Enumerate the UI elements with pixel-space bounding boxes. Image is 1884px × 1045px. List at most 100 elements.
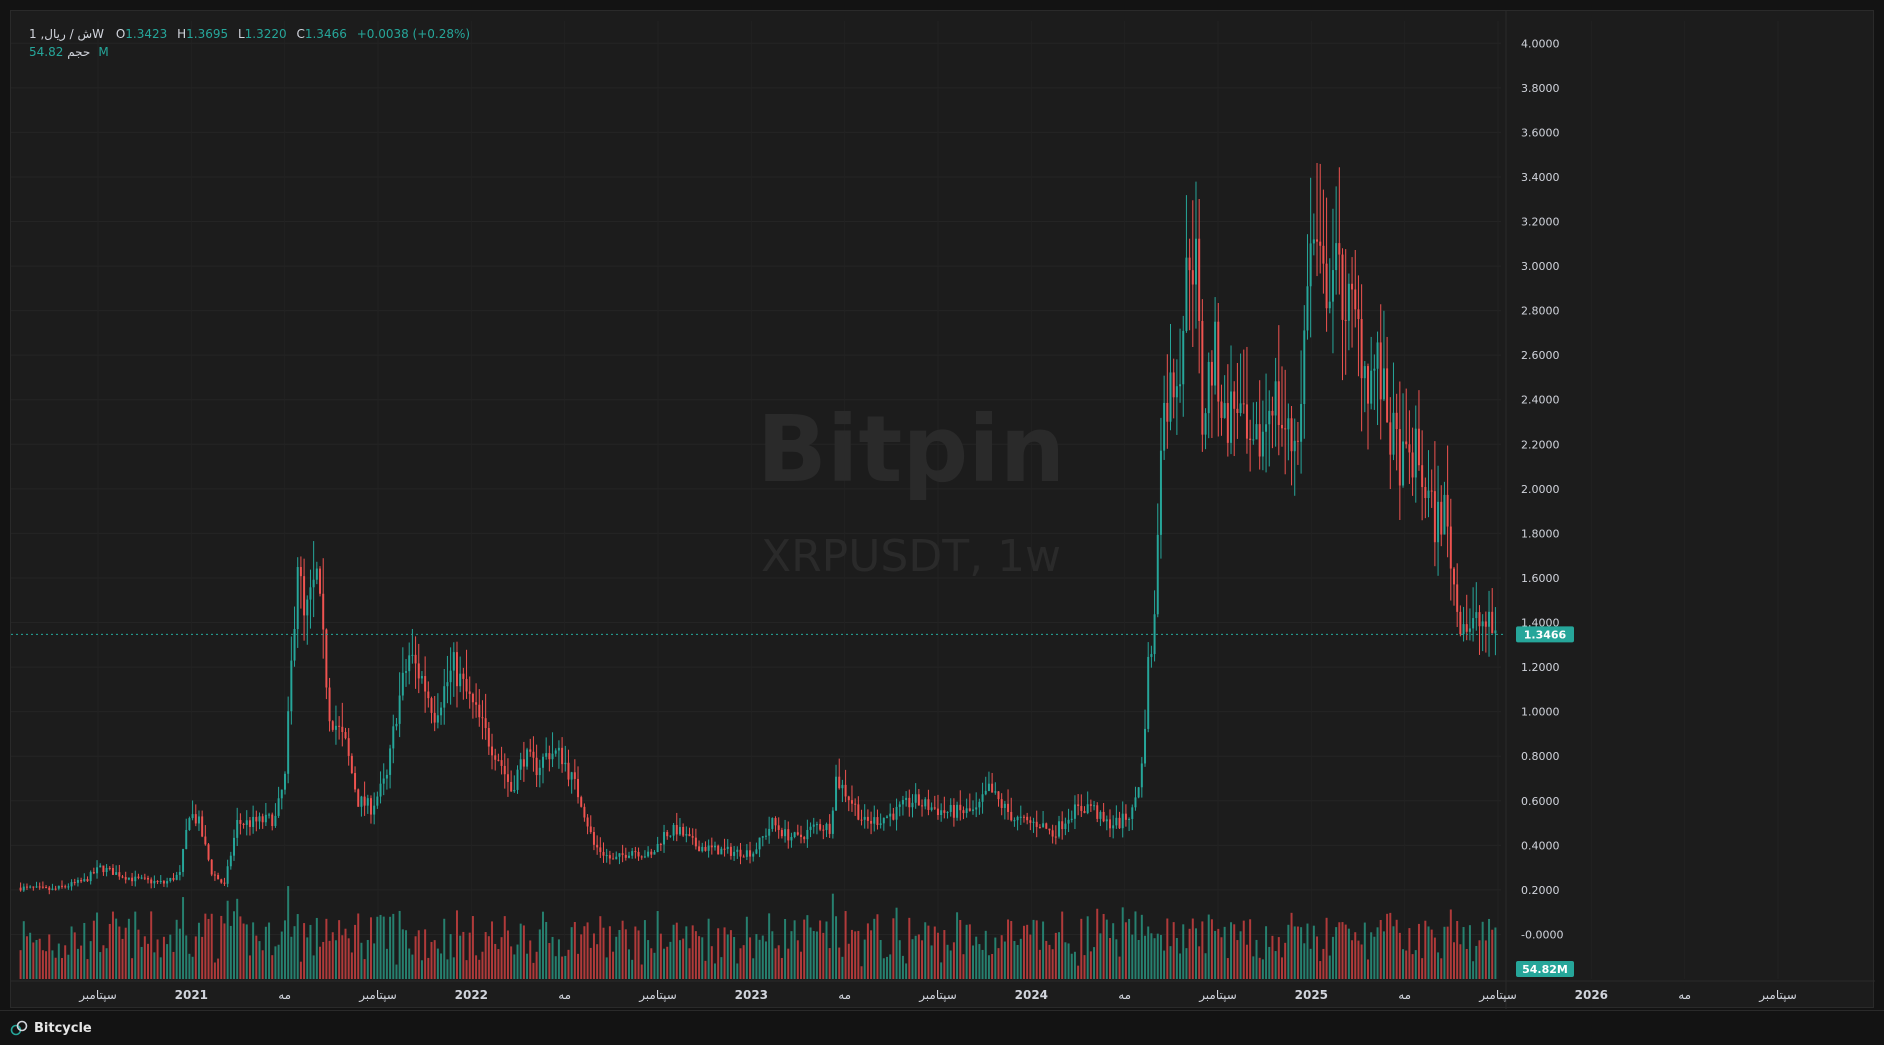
volume-bar	[1274, 951, 1277, 979]
candle-body	[1067, 819, 1070, 824]
candle-body	[844, 784, 847, 797]
volume-bar	[1351, 940, 1354, 979]
candle-body	[643, 856, 646, 858]
candle-body	[981, 794, 984, 802]
candle-body	[972, 809, 975, 811]
watermark-brand: Bitpin	[757, 396, 1066, 503]
volume-bar	[946, 944, 949, 979]
volume-bar	[1354, 932, 1357, 979]
volume-bar	[755, 934, 758, 979]
bitcycle-logo[interactable]: Bitcycle	[10, 1019, 92, 1037]
candle-body	[449, 670, 452, 683]
volume-bar	[1443, 926, 1446, 979]
volume-bar	[949, 950, 952, 979]
volume-bar	[1331, 936, 1334, 979]
candle-body	[1191, 270, 1194, 285]
candle-body	[369, 798, 372, 815]
candle-body	[433, 712, 436, 723]
volume-bar	[1194, 928, 1197, 979]
volume-bar	[54, 957, 57, 979]
candle-body	[968, 808, 971, 811]
volume-bar	[1089, 951, 1092, 979]
candle-body	[1316, 239, 1319, 242]
candle-body	[1344, 319, 1347, 321]
watermark: Bitpin XRPUSDT, 1w	[757, 396, 1066, 582]
watermark-symbol: XRPUSDT, 1w	[761, 531, 1061, 582]
candle-body	[1478, 612, 1481, 627]
volume-bar	[1019, 938, 1022, 979]
chart-panel[interactable]: Bitpin XRPUSDT, 1w 4.0000 3.8000 3.6000 3.4…	[10, 10, 1875, 1009]
candle-body	[1303, 330, 1306, 405]
volume-bar	[656, 911, 659, 979]
candle-body	[1124, 813, 1127, 820]
candle-body	[1290, 418, 1293, 452]
volume-bar	[283, 920, 286, 979]
volume-bar	[997, 948, 1000, 979]
candle-body	[952, 804, 955, 818]
candle-body	[1417, 428, 1420, 466]
volume-bar	[796, 940, 799, 979]
volume-bar	[38, 938, 41, 979]
candle-body	[1453, 568, 1455, 585]
volume-bar	[159, 957, 162, 979]
price-chart[interactable]: Bitpin XRPUSDT, 1w 4.0000 3.8000 3.6000 3.4…	[11, 11, 1875, 1009]
candle-body	[513, 789, 516, 792]
candle-body	[201, 816, 204, 837]
volume-bar	[640, 964, 643, 979]
candle-body	[1083, 810, 1086, 814]
volume-bar	[334, 940, 337, 979]
volume-bar	[331, 932, 334, 979]
candle-body	[70, 882, 73, 887]
volume-bar	[806, 915, 809, 979]
candle-body	[592, 832, 595, 845]
candle-body	[1367, 366, 1369, 404]
volume-bar	[1118, 956, 1121, 979]
candle-body	[1408, 444, 1411, 453]
volume-bar	[1449, 909, 1452, 979]
volume-bar	[952, 942, 955, 979]
candle-body	[771, 818, 774, 829]
candle-body	[752, 853, 755, 857]
candle-body	[1003, 803, 1006, 808]
candle-body	[105, 867, 108, 873]
volume-bar	[688, 948, 691, 979]
volume-bar	[1124, 922, 1127, 979]
candle-body	[45, 886, 48, 888]
candle-body	[628, 855, 630, 858]
price-tick-label: 2.4000	[1521, 394, 1560, 407]
time-tick-label: 2022	[455, 988, 488, 1002]
volume-bar	[277, 944, 280, 979]
candle-body	[204, 836, 207, 845]
candle-body	[1488, 611, 1491, 627]
candle-body	[784, 829, 787, 837]
volume-bar	[1172, 922, 1175, 979]
volume-bar	[800, 951, 802, 979]
volume-bar	[45, 951, 48, 979]
volume-bar	[1325, 917, 1328, 979]
candle-body	[1376, 342, 1379, 369]
price-tick-label: 3.4000	[1521, 171, 1560, 184]
candle-body	[405, 671, 408, 673]
candle-body	[111, 868, 114, 875]
volume-bar	[118, 926, 121, 979]
candle-body	[586, 817, 589, 827]
volume-bar	[956, 912, 959, 979]
candle-body	[385, 774, 388, 779]
candle-body	[1163, 402, 1166, 451]
candle-body	[1058, 821, 1061, 837]
volume-bar	[29, 932, 32, 979]
symbol-label: 1 ,ش / ریالW	[29, 27, 104, 41]
volume-bar	[1115, 939, 1118, 979]
candle-body	[835, 776, 838, 811]
candle-body	[691, 836, 694, 838]
candle-body	[675, 824, 678, 835]
candle-body	[271, 814, 274, 827]
candle-body	[803, 837, 806, 840]
candle-body	[541, 756, 544, 768]
volume-bar	[1395, 919, 1398, 979]
volume-bar	[1112, 923, 1115, 979]
candle-body	[162, 881, 165, 884]
candle-body	[1357, 309, 1360, 320]
candle-body	[35, 886, 38, 888]
volume-bar	[663, 948, 666, 979]
